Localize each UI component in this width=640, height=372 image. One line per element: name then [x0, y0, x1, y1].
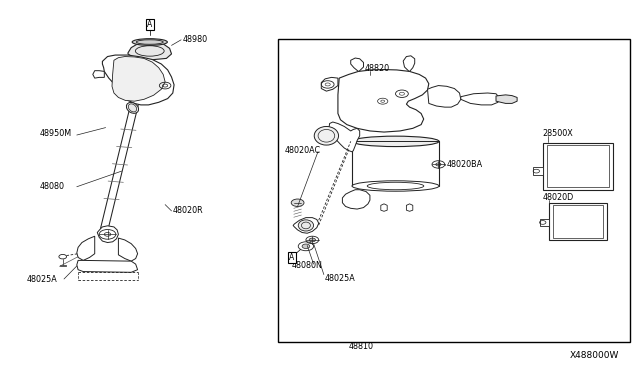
- Text: 48020R: 48020R: [173, 206, 204, 215]
- Text: 48020D: 48020D: [543, 193, 574, 202]
- Polygon shape: [93, 71, 104, 78]
- Ellipse shape: [126, 102, 139, 113]
- Text: 48080N: 48080N: [291, 262, 322, 270]
- Polygon shape: [97, 226, 118, 243]
- Polygon shape: [406, 204, 413, 211]
- Text: 48025A: 48025A: [27, 275, 58, 284]
- Text: 48950M: 48950M: [40, 129, 72, 138]
- Polygon shape: [351, 58, 364, 71]
- Ellipse shape: [314, 126, 339, 145]
- Polygon shape: [342, 190, 370, 209]
- Polygon shape: [293, 218, 319, 233]
- Text: 48080: 48080: [40, 182, 65, 190]
- Text: 48980: 48980: [182, 35, 207, 44]
- Polygon shape: [403, 56, 415, 71]
- Text: X488000W: X488000W: [570, 351, 619, 360]
- Circle shape: [309, 238, 316, 242]
- Polygon shape: [461, 93, 499, 105]
- Text: A: A: [289, 253, 294, 262]
- Polygon shape: [112, 57, 165, 101]
- Bar: [553, 205, 603, 238]
- Text: 48025A: 48025A: [325, 274, 356, 283]
- Polygon shape: [496, 95, 517, 103]
- Text: A: A: [147, 20, 152, 29]
- Ellipse shape: [352, 181, 439, 191]
- Text: 48020AC: 48020AC: [285, 146, 321, 155]
- Text: 48810: 48810: [349, 342, 374, 351]
- Polygon shape: [128, 42, 172, 60]
- Ellipse shape: [132, 39, 168, 45]
- Bar: [60, 265, 66, 266]
- Bar: [278, 39, 630, 342]
- Polygon shape: [329, 122, 360, 152]
- Bar: [543, 143, 613, 190]
- Ellipse shape: [352, 136, 439, 147]
- Text: 48020BA: 48020BA: [447, 160, 483, 169]
- Polygon shape: [540, 219, 549, 226]
- Polygon shape: [321, 77, 338, 91]
- Polygon shape: [338, 70, 429, 132]
- Polygon shape: [118, 238, 138, 261]
- Bar: [547, 145, 609, 187]
- Bar: [549, 203, 607, 240]
- Ellipse shape: [298, 220, 314, 231]
- Polygon shape: [533, 167, 543, 175]
- Polygon shape: [428, 86, 461, 107]
- Polygon shape: [77, 236, 95, 260]
- Polygon shape: [77, 260, 138, 272]
- Polygon shape: [102, 55, 174, 105]
- Circle shape: [302, 244, 310, 248]
- Text: 28500X: 28500X: [543, 129, 573, 138]
- Polygon shape: [381, 204, 387, 211]
- Text: 48820: 48820: [365, 64, 390, 73]
- Circle shape: [291, 199, 304, 206]
